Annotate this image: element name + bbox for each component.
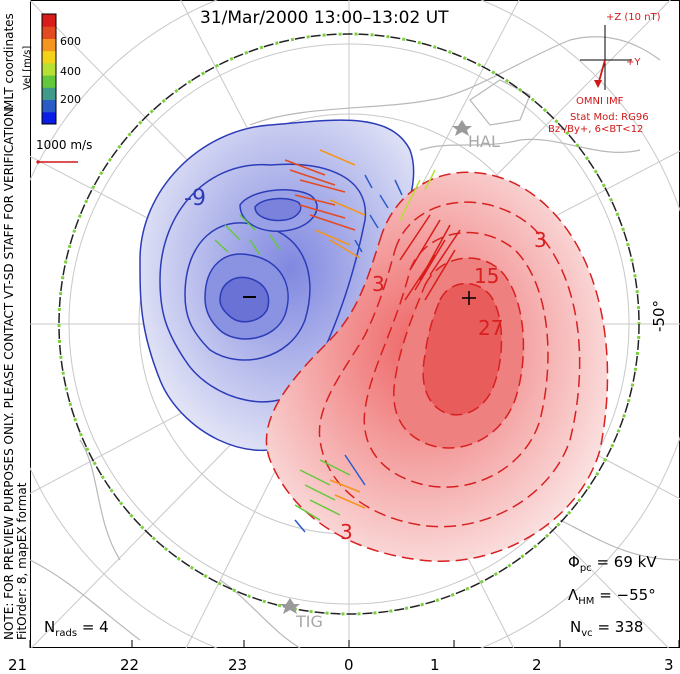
mlt-label-1: 1 — [430, 656, 440, 674]
mlt-coordinates-label: MLT coordinates — [2, 13, 16, 110]
colorbar-segment — [42, 38, 56, 52]
potential-max-marker — [462, 291, 476, 305]
colorbar-border — [41, 13, 57, 125]
mlt-label-3: 3 — [664, 656, 674, 674]
mlt-label-0: 0 — [344, 656, 354, 674]
mlt-label-22: 22 — [120, 656, 140, 674]
station-tig: TIG — [296, 612, 323, 631]
plot-title: 31/Mar/2000 13:00–13:02 UT — [200, 8, 449, 28]
station-hal: HAL — [468, 132, 500, 151]
contour-label-3b: 3 — [534, 228, 547, 252]
imf-model-line1: Stat Mod: RG96 — [570, 112, 649, 123]
colorbar-tick-400: 400 — [60, 65, 81, 78]
stat-n-rads: Nrads = 4 — [44, 618, 109, 639]
mlt-label-23: 23 — [228, 656, 248, 674]
colorbar-segment — [42, 26, 56, 39]
imf-y-label: +Y — [626, 57, 641, 68]
imf-model-line2: Bz-/By+, 6<BT<12 — [548, 124, 644, 135]
contour-label-neg9: -9 — [184, 186, 206, 211]
contour-label-27: 27 — [478, 316, 504, 340]
station-markers — [280, 120, 472, 614]
velocity-vectors — [214, 149, 461, 533]
colorbar-segment — [42, 75, 56, 88]
colorbar-tick-600: 600 — [60, 35, 81, 48]
imf-z-label: +Z (10 nT) — [606, 12, 661, 23]
colorbar-title: Vel [m/s] — [22, 45, 33, 90]
mlt-label-21: 21 — [8, 656, 28, 674]
latitude-label: -50° — [650, 300, 668, 332]
coastlines — [30, 36, 680, 648]
mlt-ticks — [29, 640, 680, 648]
colorbar-segment — [42, 87, 56, 101]
stat-lambda-hm: ΛHM = −55° — [568, 586, 656, 607]
imf-model-title: OMNI IMF — [576, 96, 624, 107]
contour-label-3c: 3 — [340, 520, 353, 544]
stat-phi-pc: Φpc = 69 kV — [568, 553, 657, 574]
colorbar-segment — [42, 14, 56, 27]
mlt-label-2: 2 — [532, 656, 542, 674]
colorbar-segment — [42, 50, 56, 64]
contour-label-3a: 3 — [372, 272, 385, 296]
scale-vector-label: 1000 m/s — [36, 138, 93, 152]
colorbar-segment — [42, 99, 56, 113]
colorbar-segment — [42, 111, 56, 125]
hm-boundary-markers — [57, 32, 641, 616]
contour-label-15: 15 — [474, 264, 500, 288]
fit-order-note: FitOrder: 8, mapEX format — [15, 482, 29, 640]
stat-n-vc: Nvc = 338 — [570, 618, 644, 639]
colorbar-segment — [42, 62, 56, 76]
imf-clock — [580, 25, 632, 90]
velocity-colorbar — [41, 13, 57, 125]
colorbar-tick-200: 200 — [60, 93, 81, 106]
